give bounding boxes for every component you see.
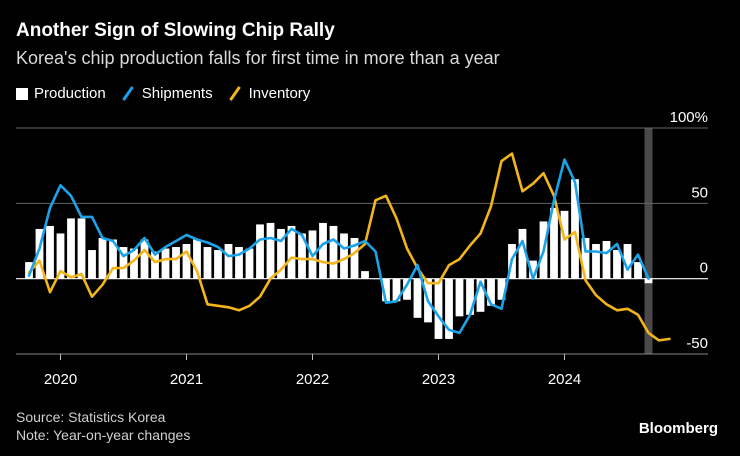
production-bar	[602, 241, 611, 279]
legend: Production Shipments Inventory	[16, 85, 324, 102]
y-tick-label: 50	[691, 184, 708, 201]
production-bar	[140, 239, 149, 279]
footer: Source: Statistics Korea Note: Year-on-y…	[16, 408, 190, 444]
production-bar	[56, 233, 65, 279]
production-bar	[214, 250, 222, 279]
production-bar	[67, 218, 75, 279]
production-bar	[266, 222, 275, 279]
production-bar	[77, 218, 86, 279]
production-bar	[392, 278, 401, 302]
production-bar	[529, 260, 537, 279]
source-note: Source: Statistics Korea	[16, 409, 166, 425]
production-bar	[35, 228, 44, 279]
production-bar	[466, 278, 474, 315]
bloomberg-logo: Bloomberg	[638, 420, 718, 437]
latest-month-highlight	[644, 128, 653, 354]
production-bar	[434, 278, 443, 339]
production-bar	[592, 244, 600, 279]
production-bar	[319, 222, 327, 279]
production-bar	[329, 225, 338, 279]
x-tick-label: 2024	[548, 371, 581, 388]
production-bar	[130, 248, 138, 279]
production-bar	[550, 207, 558, 279]
x-tick-label: 2022	[296, 371, 329, 388]
production-bar	[361, 271, 369, 279]
production-bar	[413, 278, 422, 318]
production-bar	[245, 248, 254, 279]
production-bar	[172, 247, 180, 279]
production-bar	[644, 278, 653, 284]
production-bar	[340, 233, 348, 279]
x-tick-label: 2023	[422, 371, 455, 388]
x-tick-label: 2021	[170, 371, 203, 388]
legend-label-production: Production	[34, 85, 106, 102]
legend-item-production: Production	[16, 85, 106, 102]
production-bar	[287, 225, 296, 279]
chart-title: Another Sign of Slowing Chip Rally	[16, 20, 335, 41]
production-bar	[277, 228, 285, 279]
production-bar	[98, 237, 107, 279]
production-bar	[403, 278, 411, 300]
production-bar	[476, 278, 485, 312]
production-bar	[224, 244, 233, 279]
production-bar	[613, 250, 621, 279]
production-bar	[487, 278, 495, 306]
y-tick-label: -50	[686, 335, 708, 352]
production-bar	[235, 247, 243, 279]
production-bar	[445, 278, 453, 339]
production-bar	[203, 247, 212, 279]
inventory-line	[27, 152, 671, 342]
legend-item-inventory: Inventory	[227, 85, 311, 102]
production-bar	[151, 251, 159, 279]
production-bar	[560, 210, 569, 279]
production-bar	[298, 233, 306, 279]
legend-label-shipments: Shipments	[141, 85, 213, 102]
production-bar	[382, 278, 390, 302]
changes-note: Note: Year-on-year changes	[16, 427, 191, 443]
production-bar	[25, 262, 33, 279]
production-bar	[109, 239, 117, 279]
production-bar	[497, 278, 506, 300]
production-bar	[256, 224, 264, 279]
y-tick-label: 100%	[670, 109, 708, 126]
production-bar	[518, 228, 527, 279]
production-bar	[119, 247, 128, 279]
legend-item-shipments: Shipments	[120, 85, 213, 102]
production-swatch	[16, 87, 28, 100]
legend-label-inventory: Inventory	[248, 85, 311, 102]
production-bar	[581, 237, 590, 279]
production-bar	[193, 239, 201, 279]
production-bar	[634, 262, 642, 279]
shipments-line	[27, 158, 650, 335]
chart-subtitle: Korea's chip production falls for first …	[16, 48, 500, 68]
production-bar	[623, 244, 632, 279]
production-bar	[571, 179, 579, 279]
y-tick-label: 0	[700, 260, 708, 277]
production-bar	[88, 250, 96, 279]
production-bar	[455, 278, 464, 317]
production-bar	[182, 244, 191, 279]
production-bar	[350, 237, 359, 279]
x-tick-label: 2020	[44, 371, 77, 388]
production-bar	[46, 225, 54, 279]
chart-plot: 100% 50 0 -50 2020 2021 2022 2023 2024	[16, 109, 708, 388]
production-bar	[161, 248, 170, 279]
